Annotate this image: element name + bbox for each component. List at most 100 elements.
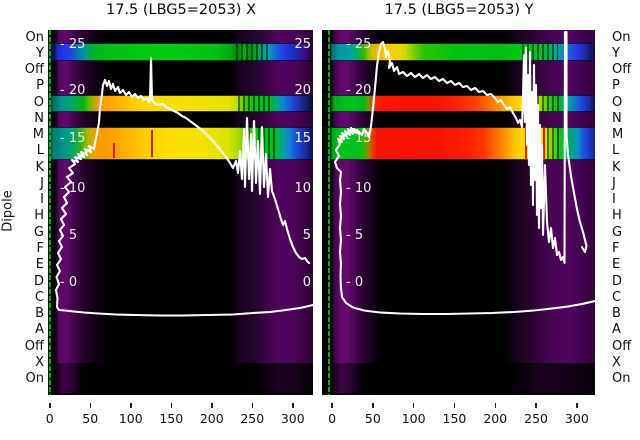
x-tick-mark bbox=[89, 403, 91, 408]
x-tick-mark bbox=[412, 403, 415, 408]
x-tick-label: 150 bbox=[159, 411, 184, 426]
x-tick-label: 150 bbox=[442, 411, 467, 426]
row-label-right: O bbox=[612, 94, 623, 110]
y-tick-label-inner: - 0 bbox=[60, 275, 78, 290]
y-tick-label-edge: 15 bbox=[294, 131, 311, 146]
y-tick-label-inner: - 5 bbox=[346, 228, 364, 243]
row-label-left: K bbox=[35, 159, 44, 175]
x-tick-mark bbox=[170, 403, 172, 408]
x-tick-label: 100 bbox=[118, 411, 143, 426]
x-tick-label: 300 bbox=[280, 411, 305, 426]
green-edge-line bbox=[328, 30, 330, 395]
row-label-right: A bbox=[612, 322, 621, 338]
row-label-left: D bbox=[33, 273, 44, 289]
row-label-left: H bbox=[34, 208, 44, 224]
x-tick-label: 0 bbox=[45, 411, 54, 426]
row-label-left: L bbox=[36, 143, 44, 159]
band-stripes bbox=[236, 43, 270, 61]
y-tick-label-inner: - 0 bbox=[346, 275, 364, 290]
row-labels-right: On Y Off P O N M L K J I H G F E D C B A Off X On bbox=[610, 0, 640, 440]
panel-title-x: 17.5 (LBG5=2053) X bbox=[105, 2, 257, 18]
x-tick-label: 50 bbox=[364, 411, 381, 426]
row-label-left: Off bbox=[24, 62, 44, 78]
heatmap-panel-y: - 25- 20- 15- 10- 5- 0 0 50 100 150 200 250 30… bbox=[322, 30, 595, 426]
x-tick-label: 0 bbox=[328, 411, 337, 426]
row-label-left: C bbox=[34, 289, 44, 305]
x-tick-mark bbox=[372, 403, 374, 408]
row-label-right: P bbox=[612, 78, 620, 94]
row-label-right: M bbox=[612, 127, 624, 143]
row-label-right: F bbox=[612, 241, 620, 256]
y-tick-label-inner: - 20 bbox=[346, 83, 372, 98]
heatmap-panel-x: - 25- 20- 15- 10- 5- 0 25 20 15 10 5 0 0 50 100 1… bbox=[46, 30, 313, 426]
row-label-left: P bbox=[36, 78, 44, 94]
row-label-right: Off bbox=[612, 62, 632, 78]
x-tick-label: 250 bbox=[524, 411, 548, 426]
purple-patch bbox=[512, 363, 595, 393]
red-mark bbox=[151, 130, 153, 157]
row-label-left: E bbox=[35, 257, 44, 273]
row-label-right: H bbox=[612, 208, 622, 224]
row-label-right: J bbox=[612, 175, 616, 191]
y-tick-label-edge: 5 bbox=[302, 228, 311, 243]
x-tick-mark bbox=[576, 403, 578, 408]
x-tick-mark bbox=[292, 403, 294, 408]
y-tick-label-inner: - 25 bbox=[60, 37, 86, 52]
row-label-right: Y bbox=[612, 45, 620, 61]
heatmap-background bbox=[322, 30, 595, 395]
row-label-left: Off bbox=[24, 338, 44, 354]
y-tick-label-edge: 0 bbox=[302, 275, 311, 290]
band-stripes bbox=[547, 127, 561, 160]
bottom-dark-overlay bbox=[48, 363, 313, 395]
x-tick-mark bbox=[453, 403, 456, 408]
row-label-right: L bbox=[612, 143, 620, 159]
row-label-left: M bbox=[32, 127, 44, 143]
row-label-right: D bbox=[612, 273, 623, 289]
x-tick-mark bbox=[211, 403, 213, 408]
purple-patch bbox=[260, 363, 313, 393]
row-label-left: A bbox=[35, 322, 44, 338]
row-label-left: Y bbox=[36, 45, 44, 61]
panel-title-y: 17.5 (LBG5=2053) Y bbox=[384, 2, 534, 18]
y-tick-label-inner: - 25 bbox=[346, 37, 372, 52]
heat-band bbox=[48, 43, 313, 61]
y-tick-label-edge: 25 bbox=[294, 37, 311, 52]
heat-band bbox=[48, 95, 313, 112]
row-label-right: B bbox=[612, 306, 621, 322]
row-label-right: C bbox=[612, 289, 622, 305]
heatmap-background bbox=[48, 30, 313, 395]
y-tick-label-inner: - 20 bbox=[60, 83, 86, 98]
x-tick-label: 200 bbox=[199, 411, 224, 426]
x-tick-label: 300 bbox=[564, 411, 589, 426]
y-tick-label-inner: - 15 bbox=[60, 131, 86, 146]
y-tick-label-inner: - 10 bbox=[346, 181, 372, 196]
x-tick-mark bbox=[535, 403, 537, 408]
green-edge-line bbox=[48, 30, 51, 395]
y-tick-label-inner: - 10 bbox=[60, 181, 86, 196]
row-labels-left: On Y Off P O N M L K J I H G F E D C B A Off X On bbox=[0, 0, 45, 440]
row-label-right: X bbox=[612, 354, 621, 370]
row-label-right: On bbox=[612, 29, 631, 45]
row-label-right: K bbox=[612, 159, 621, 175]
row-label-left: G bbox=[33, 224, 44, 240]
x-tick-mark bbox=[494, 403, 496, 408]
row-label-right: Off bbox=[612, 338, 632, 354]
trace-line bbox=[54, 56, 313, 317]
row-label-right: G bbox=[612, 224, 623, 240]
x-tick-mark bbox=[251, 403, 253, 408]
x-tick-label: 100 bbox=[401, 411, 426, 426]
trace-line bbox=[333, 30, 595, 316]
band-stripes bbox=[238, 95, 273, 112]
row-label-right: I bbox=[612, 192, 616, 208]
x-tick-label: 50 bbox=[82, 411, 99, 426]
purple-patch bbox=[331, 363, 361, 393]
row-label-left: X bbox=[35, 354, 44, 370]
row-label-left: F bbox=[36, 241, 44, 256]
row-label-left: N bbox=[34, 110, 44, 126]
y-tick-label-edge: 20 bbox=[294, 83, 311, 98]
x-tick-mark bbox=[331, 403, 333, 408]
y-tick-label-edge: 10 bbox=[294, 181, 311, 196]
x-tick-mark bbox=[49, 403, 51, 408]
row-label-left: B bbox=[35, 306, 44, 322]
